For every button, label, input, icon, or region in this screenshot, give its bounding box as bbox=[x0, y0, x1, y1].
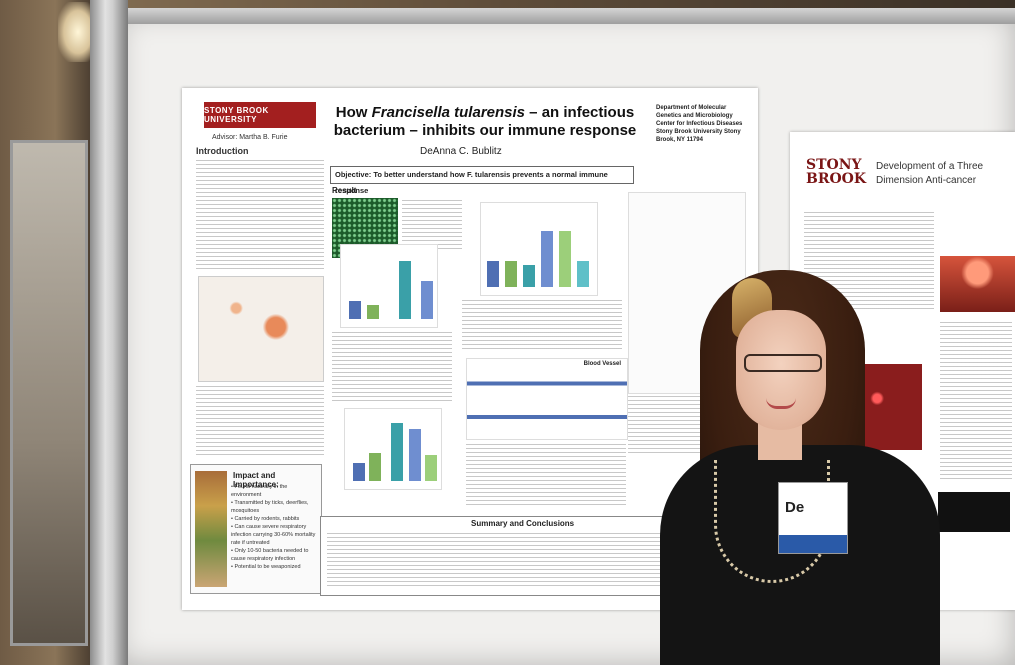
main-poster: STONY BROOK UNIVERSITY Advisor: Martha B… bbox=[182, 88, 758, 610]
chart-bar bbox=[523, 265, 535, 287]
bar-chart-1 bbox=[340, 244, 438, 328]
poster-title: How Francisella tularensis – an infectio… bbox=[333, 104, 637, 139]
chart-bar bbox=[391, 423, 403, 481]
department-info: Department of Molecular Genetics and Mic… bbox=[656, 105, 743, 143]
badge-name: De bbox=[785, 499, 805, 516]
figure-caption bbox=[402, 200, 462, 250]
smile bbox=[766, 398, 796, 409]
chart-bar bbox=[577, 261, 589, 287]
microscopy-panel bbox=[938, 492, 1010, 532]
board-frame bbox=[118, 8, 1015, 24]
impact-item: • Potential to be weaponized bbox=[231, 564, 301, 570]
bar-chart-3 bbox=[344, 408, 442, 490]
summary-heading: Summary and Conclusions bbox=[471, 519, 575, 528]
chart-bar bbox=[421, 281, 433, 319]
pathway-label: Blood Vessel bbox=[583, 361, 621, 367]
chart-bar bbox=[353, 463, 365, 481]
glasses bbox=[744, 354, 822, 372]
vector-photos bbox=[195, 471, 227, 587]
result-heading: Result bbox=[332, 186, 357, 195]
impact-item: • Found naturally in the environment bbox=[231, 484, 288, 498]
name-badge: De bbox=[778, 482, 848, 554]
impact-box: Impact and Importance: • Found naturally… bbox=[190, 464, 322, 594]
advisor-label: Advisor: Martha B. Furie bbox=[212, 134, 288, 141]
chart-bar bbox=[399, 261, 411, 319]
chart-bar bbox=[369, 453, 381, 481]
presenter: De bbox=[640, 270, 940, 665]
introduction-heading: Introduction bbox=[196, 146, 249, 156]
impact-item: • Transmitted by ticks, deerflies, mosqu… bbox=[231, 500, 309, 514]
impact-item: • Carried by rodents, rabbits bbox=[231, 516, 300, 522]
badge-strip bbox=[779, 535, 847, 553]
cell-image bbox=[940, 256, 1015, 312]
pathway-caption bbox=[466, 444, 626, 508]
chart-bar bbox=[487, 261, 499, 287]
impact-list: • Found naturally in the environment • T… bbox=[231, 483, 319, 571]
impact-heading: Impact and Importance: bbox=[233, 471, 279, 489]
chart-bar bbox=[367, 305, 379, 319]
impact-item: • Can cause severe respiratory infection… bbox=[231, 524, 316, 546]
chart-bar bbox=[349, 301, 361, 319]
introduction-text bbox=[196, 160, 324, 272]
map-caption bbox=[196, 386, 324, 458]
second-poster-title: Development of a Three Dimension Anti-ca… bbox=[876, 161, 984, 186]
chart-bar bbox=[541, 231, 553, 287]
chart-bar bbox=[425, 455, 437, 481]
chart-bar bbox=[505, 261, 517, 287]
poster-author: DeAnna C. Bublitz bbox=[420, 146, 502, 157]
figure-text bbox=[332, 332, 452, 404]
chart-bar bbox=[559, 231, 571, 287]
figure-text bbox=[462, 300, 622, 352]
objective-box: Objective: To better understand how F. t… bbox=[330, 166, 634, 195]
bar-chart-2 bbox=[480, 202, 598, 296]
blood-vessel-diagram: Blood Vessel bbox=[466, 358, 628, 440]
distribution-map bbox=[198, 276, 324, 382]
stony-brook-logo: STONY BROOK bbox=[806, 157, 867, 187]
display-pole bbox=[90, 0, 128, 665]
tissue-image bbox=[858, 364, 922, 450]
chart-bar bbox=[409, 429, 421, 481]
impact-item: • Only 10-50 bacteria needed to cause re… bbox=[231, 548, 309, 562]
university-logo: STONY BROOK UNIVERSITY bbox=[204, 102, 316, 128]
left-mirror bbox=[10, 140, 88, 646]
side-text bbox=[940, 322, 1012, 482]
